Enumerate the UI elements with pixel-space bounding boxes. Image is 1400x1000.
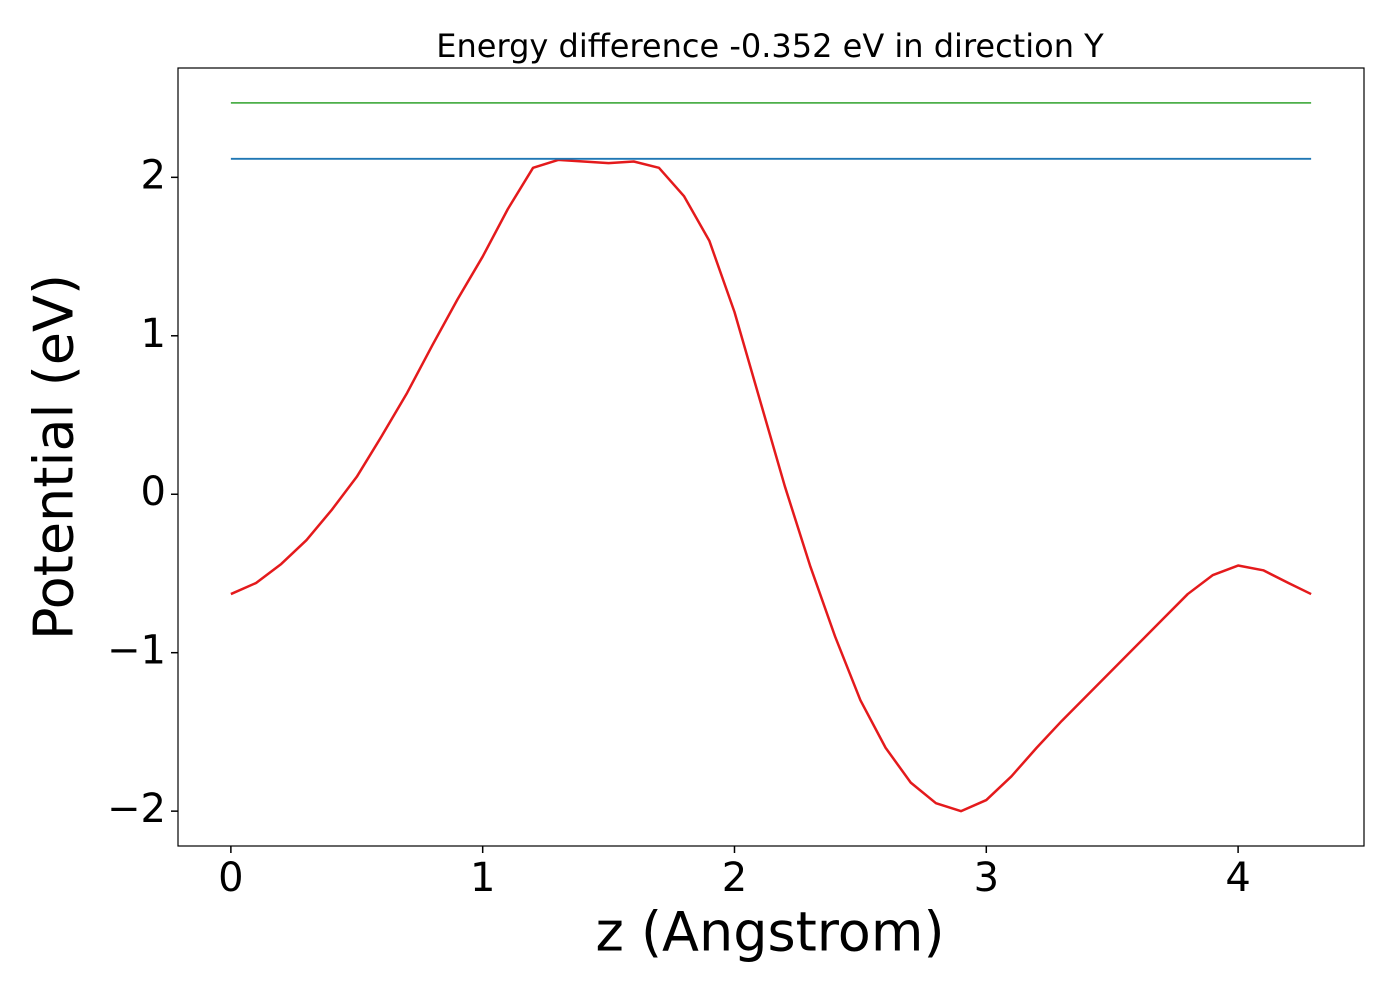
plot-frame: [177, 67, 1365, 847]
y-tick-label: 2: [141, 152, 166, 198]
y-tick-label: −1: [107, 628, 166, 674]
chart-title: Energy difference -0.352 eV in direction…: [436, 27, 1104, 65]
data-line: [230, 158, 1312, 813]
x-tick-label: 2: [722, 855, 747, 901]
x-tick-label: 0: [218, 855, 243, 901]
x-tick-label: 1: [470, 855, 495, 901]
y-tick-label: −2: [107, 786, 166, 832]
x-axis-label: z (Angstrom): [595, 901, 944, 964]
x-tick-label: 3: [974, 855, 999, 901]
y-tick-label: 0: [141, 469, 166, 515]
y-tick-label: 1: [141, 311, 166, 357]
y-axis-label: Potential (eV): [23, 274, 86, 640]
x-tick-label: 4: [1225, 855, 1250, 901]
